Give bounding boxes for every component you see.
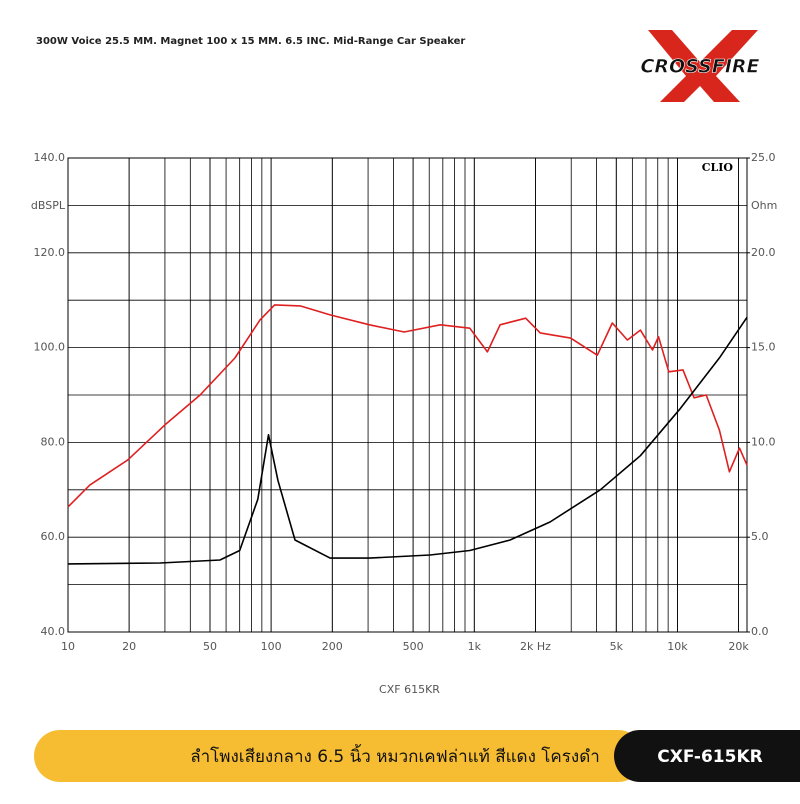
- x-tick-label: 20: [122, 640, 136, 653]
- plot: 10 20 50 100 200 500 1k 2k Hz 5k 10k 20k 40.0 60.0 80…: [31, 151, 777, 696]
- watermark: CLIO: [702, 161, 734, 174]
- banner-text: ลำโพงเสียงกลาง 6.5 นิ้ว หมวกเคฟล่าแท้ สี…: [190, 744, 600, 767]
- y-tick-label: 100.0: [34, 341, 66, 354]
- logo-x: [648, 30, 758, 102]
- logo: CROSSFIRE: [640, 30, 760, 102]
- y-tick-label: 60.0: [41, 530, 66, 543]
- x-tick-label: 10k: [667, 640, 688, 653]
- banner-bar: [34, 730, 644, 782]
- x-tick-label: 5k: [610, 640, 624, 653]
- banner-model-box: [614, 730, 800, 782]
- y-tick-label: 80.0: [41, 435, 66, 448]
- banner-model: CXF-615KR: [657, 747, 762, 767]
- series-line: [67, 316, 748, 565]
- y2-tick-label: 25.0: [751, 151, 776, 164]
- y-axis-label: dBSPL: [31, 199, 66, 212]
- x-tick-label: 500: [403, 640, 424, 653]
- y2-tick-label: 0.0: [751, 625, 769, 638]
- series-line: [67, 304, 748, 508]
- y2-tick-label: 10.0: [751, 435, 776, 448]
- x-tick-label: 1k: [468, 640, 482, 653]
- banner: ลำโพงเสียงกลาง 6.5 นิ้ว หมวกเคฟล่าแท้ สี…: [34, 730, 800, 782]
- y2-tick-label: 5.0: [751, 530, 769, 543]
- y-tick-label: 40.0: [41, 625, 66, 638]
- x-tick-label: 50: [203, 640, 217, 653]
- logo-text: CROSSFIRE: [640, 56, 759, 78]
- title: 300W Voice 25.5 MM. Magnet 100 x 15 MM. …: [36, 36, 465, 47]
- y2-axis-label: Ohm: [751, 199, 777, 212]
- x-tick-label: 100: [261, 640, 282, 653]
- x-tick-label: 10: [61, 640, 75, 653]
- x-tick-label: 20k: [728, 640, 749, 653]
- y2-tick-label: 15.0: [751, 341, 776, 354]
- y2-tick-label: 20.0: [751, 246, 776, 259]
- y-tick-label: 120.0: [34, 246, 66, 259]
- x-tick-label: 200: [322, 640, 343, 653]
- y-tick-label: 140.0: [34, 151, 66, 164]
- x-axis-label: CXF 615KR: [379, 683, 440, 696]
- x-tick-label: 2k Hz: [520, 640, 551, 653]
